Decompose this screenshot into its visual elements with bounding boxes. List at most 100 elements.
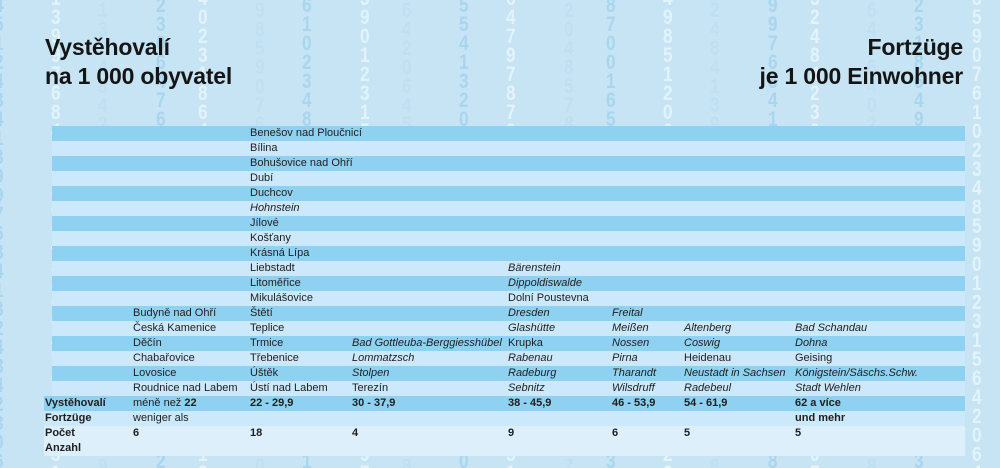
title-german-line1: Fortzüge bbox=[867, 34, 964, 60]
table-row: Mikulášovice Dolní Poustevna bbox=[52, 291, 965, 306]
range-label: weniger als bbox=[133, 412, 189, 424]
count-value: 4 bbox=[352, 427, 359, 439]
city-name: Stolpen bbox=[352, 367, 390, 379]
city-name: Duchcov bbox=[250, 187, 293, 199]
background-digit-column: 4 5 1 2 4 8 4 1 3 9 9 7 6 8 4 1 3 2 4 8 … bbox=[0, 0, 4, 468]
table-row: Duchcov bbox=[52, 186, 965, 201]
range-label: 38 - 45,9 bbox=[508, 397, 552, 409]
table-row: Liebstadt Bärenstein bbox=[52, 261, 965, 276]
city-name: Meißen bbox=[612, 322, 649, 334]
city-name: Glashütte bbox=[508, 322, 556, 334]
count-value: 6 bbox=[612, 427, 619, 439]
background-digit-column: 8 5 9 0 7 6 1 0 2 3 4 8 5 9 0 1 2 3 1 5 … bbox=[972, 0, 982, 468]
city-name: Třebenice bbox=[250, 352, 299, 364]
city-name: Rabenau bbox=[508, 352, 553, 364]
city-name: Neustadt in Sachsen bbox=[684, 367, 786, 379]
table-row: Děčín Trmice Bad Gottleuba-Berggiesshübel K… bbox=[52, 336, 965, 351]
city-name: Chabařovice bbox=[133, 352, 195, 364]
table-row: Počet 6 18 4 9 6 5 5 bbox=[44, 426, 965, 441]
city-name: Liebstadt bbox=[250, 262, 295, 274]
title-german: Fortzüge je 1 000 Einwohner bbox=[759, 33, 964, 91]
city-name: Coswig bbox=[684, 337, 721, 349]
range-label-part: 22 bbox=[184, 397, 197, 409]
count-row-label: Počet bbox=[45, 427, 75, 439]
legend-row-label: Fortzüge bbox=[45, 412, 92, 424]
city-name: Děčín bbox=[133, 337, 162, 349]
city-name: Roudnice nad Labem bbox=[133, 382, 238, 394]
count-value: 9 bbox=[508, 427, 515, 439]
range-label: 62 a více bbox=[795, 397, 841, 409]
city-name: Ústí nad Labem bbox=[250, 382, 328, 394]
table-row: Dubí bbox=[52, 171, 965, 186]
city-name: Wilsdruff bbox=[612, 382, 655, 394]
city-name: Pirna bbox=[612, 352, 638, 364]
table-row: Roudnice nad Labem Ústí nad Labem Terezín S… bbox=[52, 381, 965, 396]
table-row: Benešov nad Ploučnicí bbox=[52, 126, 965, 141]
city-name: Lovosice bbox=[133, 367, 177, 379]
table-row: Jílové bbox=[52, 216, 965, 231]
city-name: Krásná Lípa bbox=[250, 247, 310, 259]
city-name: Dohna bbox=[795, 337, 828, 349]
city-name: Bad Gottleuba-Berggiesshübel bbox=[352, 337, 502, 349]
title-czech: Vystěhovalí na 1 000 obyvatel bbox=[45, 33, 232, 91]
title-czech-line2: na 1 000 obyvatel bbox=[45, 63, 233, 89]
table-row: Vystěhovalí méně než 22 22 - 29,9 30 - 37,9… bbox=[44, 396, 965, 411]
city-name: Bad Schandau bbox=[795, 322, 868, 334]
city-name: Bärenstein bbox=[508, 262, 561, 274]
city-name: Lommatzsch bbox=[352, 352, 415, 364]
city-name: Heidenau bbox=[684, 352, 732, 364]
city-name: Sebnitz bbox=[508, 382, 545, 394]
count-value: 5 bbox=[795, 427, 802, 439]
city-name: Štětí bbox=[250, 307, 273, 319]
city-name: Freital bbox=[612, 307, 643, 319]
title-czech-line1: Vystěhovalí bbox=[45, 34, 170, 60]
city-name: Dubí bbox=[250, 172, 274, 184]
table-row: Hohnstein bbox=[52, 201, 965, 216]
table-row: Chabařovice Třebenice Lommatzsch Rabenau Pir… bbox=[52, 351, 965, 366]
range-label: 46 - 53,9 bbox=[612, 397, 656, 409]
table-row: Krásná Lípa bbox=[52, 246, 965, 261]
table-row: Litoměřice Dippoldiswalde bbox=[52, 276, 965, 291]
city-name: Bohušovice nad Ohří bbox=[250, 157, 353, 169]
city-name: Dolní Poustevna bbox=[508, 292, 589, 304]
city-name: Geising bbox=[795, 352, 833, 364]
table-row: Bohušovice nad Ohří bbox=[52, 156, 965, 171]
city-name: Hohnstein bbox=[250, 202, 300, 214]
range-label-part: méně než bbox=[133, 397, 185, 409]
table-row: Česká Kamenice Teplice Glashütte Meißen Alte… bbox=[52, 321, 965, 336]
table-row: Budyně nad Ohří Štětí Dresden Freital bbox=[52, 306, 965, 321]
table-row: Lovosice Úštěk Stolpen Radeburg Tharandt Neus… bbox=[52, 366, 965, 381]
city-name: Radeburg bbox=[508, 367, 557, 379]
city-name: Teplice bbox=[250, 322, 285, 334]
title-german-line2: je 1 000 Einwohner bbox=[759, 63, 964, 89]
count-value: 5 bbox=[684, 427, 691, 439]
range-label: und mehr bbox=[795, 412, 846, 424]
city-name: Mikulášovice bbox=[250, 292, 313, 304]
city-name: Terezín bbox=[352, 382, 389, 394]
city-name: Radebeul bbox=[684, 382, 732, 394]
count-value: 18 bbox=[250, 427, 263, 439]
city-name: Úštěk bbox=[250, 367, 279, 379]
table-row: Fortzüge weniger als und mehr bbox=[44, 411, 965, 426]
city-name: Nossen bbox=[612, 337, 650, 349]
legend-row-label: Vystěhovalí bbox=[45, 397, 106, 409]
city-name: Bílina bbox=[250, 142, 278, 154]
city-name: Königstein/Säschs.Schw. bbox=[795, 367, 918, 379]
range-label: 30 - 37,9 bbox=[352, 397, 396, 409]
range-label: 22 - 29,9 bbox=[250, 397, 294, 409]
city-name: Benešov nad Ploučnicí bbox=[250, 127, 362, 139]
city-name: Košťany bbox=[250, 232, 291, 244]
city-name: Česká Kamenice bbox=[133, 322, 217, 334]
count-value: 6 bbox=[133, 427, 140, 439]
count-row-label: Anzahl bbox=[45, 442, 82, 454]
range-label: méně než 22 bbox=[133, 396, 197, 411]
city-name: Litoměřice bbox=[250, 277, 301, 289]
table-row: Košťany bbox=[52, 231, 965, 246]
city-name: Budyně nad Ohří bbox=[133, 307, 217, 319]
table-row: Anzahl bbox=[44, 441, 965, 456]
city-name: Tharandt bbox=[612, 367, 657, 379]
city-name: Trmice bbox=[250, 337, 284, 349]
city-name: Dippoldiswalde bbox=[508, 277, 582, 289]
